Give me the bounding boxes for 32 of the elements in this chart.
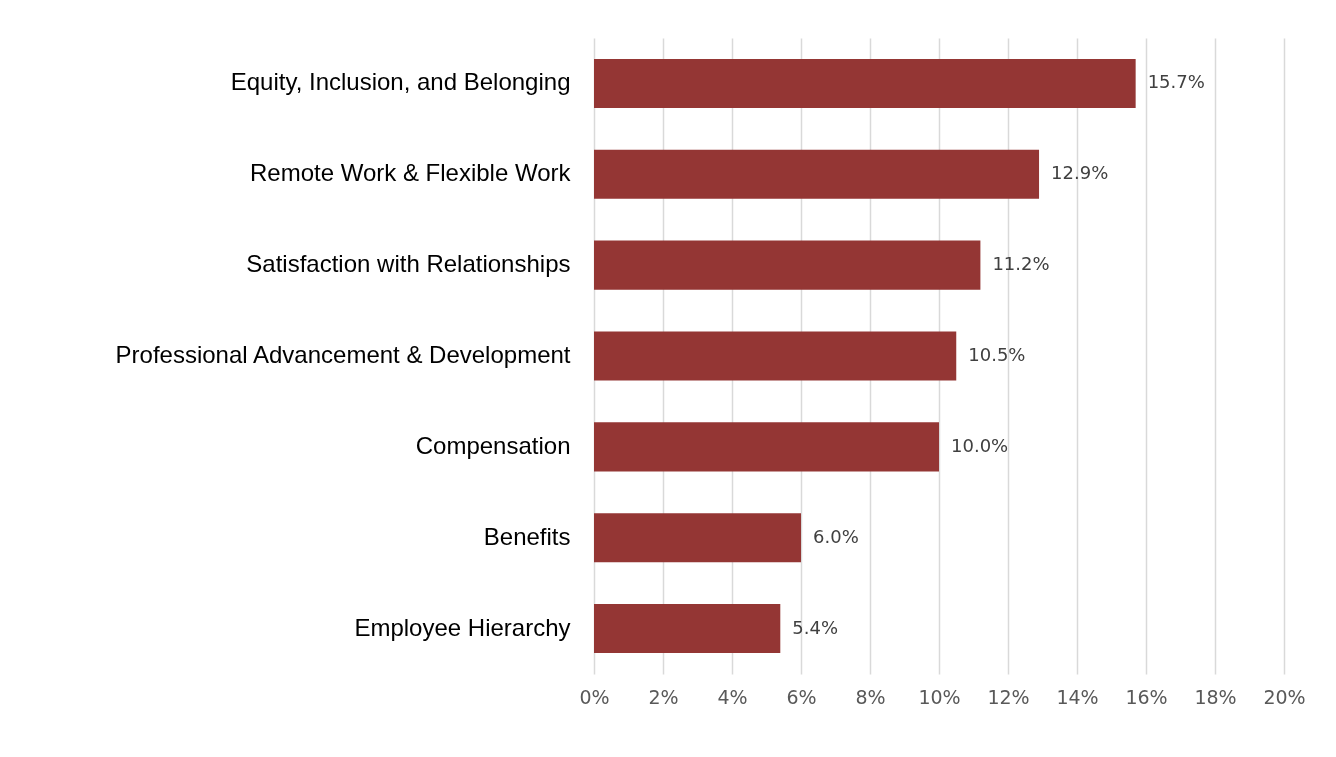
bar [594, 513, 801, 563]
data-label: 10.5% [968, 344, 1026, 365]
x-tick-label: 8% [855, 685, 886, 708]
x-tick-label: 2% [648, 685, 679, 708]
y-tick-label: Satisfaction with Relationships [246, 250, 571, 278]
x-tick-label: 12% [987, 685, 1030, 708]
y-tick-label: Employee Hierarchy [354, 613, 571, 641]
y-tick-label: Compensation [415, 431, 571, 459]
bar [594, 331, 957, 381]
bar [594, 149, 1040, 199]
data-label: 5.4% [792, 616, 839, 638]
y-tick-label: Equity, Inclusion, and Belonging [230, 68, 571, 96]
data-label: 15.7% [1147, 71, 1205, 93]
bar [594, 604, 781, 654]
bar [594, 422, 939, 472]
bar [594, 58, 1136, 108]
data-label: 12.9% [1051, 162, 1109, 184]
data-label: 6.0% [813, 525, 859, 547]
x-tick-label: 14% [1056, 685, 1099, 708]
x-tick-label: 4% [717, 685, 748, 708]
x-tick-label: 10% [918, 685, 961, 708]
x-tick-label: 20% [1263, 685, 1306, 708]
data-label: 10.0% [951, 434, 1009, 456]
data-label: 11.2% [992, 253, 1050, 275]
bar [594, 240, 981, 290]
y-tick-label: Remote Work & Flexible Work [249, 159, 572, 187]
x-tick-label: 6% [786, 685, 817, 708]
y-tick-label: Benefits [483, 522, 571, 550]
y-tick-label: Professional Advancement & Development [115, 341, 571, 368]
x-tick-label: 18% [1194, 685, 1237, 708]
x-tick-label: 16% [1125, 685, 1168, 708]
x-tick-label: 0% [579, 685, 610, 708]
